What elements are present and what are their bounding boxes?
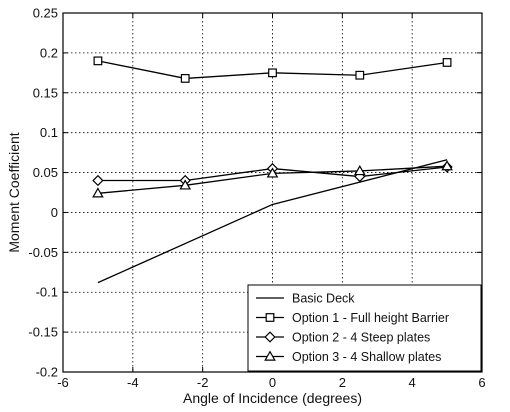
y-tick-label: 0.2 bbox=[40, 45, 58, 60]
y-tick-label: -0.2 bbox=[36, 365, 58, 380]
legend-label: Option 3 - 4 Shallow plates bbox=[292, 350, 441, 364]
data-point bbox=[179, 179, 192, 190]
y-tick-label: -0.15 bbox=[28, 325, 58, 340]
series-1 bbox=[97, 159, 448, 284]
legend-item: Basic Deck bbox=[256, 292, 355, 306]
x-tick-label: -6 bbox=[57, 375, 69, 390]
data-point bbox=[92, 187, 104, 198]
data-point bbox=[442, 58, 452, 67]
legend-item: Option 1 - Full height Barrier bbox=[256, 311, 449, 325]
data-point bbox=[441, 160, 453, 171]
legend-label: Basic Deck bbox=[292, 292, 355, 306]
y-tick-label: -0.05 bbox=[28, 245, 58, 260]
series-group bbox=[92, 56, 453, 284]
data-point bbox=[355, 70, 365, 80]
y-tick-label: 0 bbox=[51, 205, 58, 220]
legend-box bbox=[247, 284, 482, 372]
legend: Basic Deck Option 1 - Full height Barrier… bbox=[247, 284, 482, 372]
legend-marker bbox=[264, 350, 276, 361]
data-point bbox=[92, 174, 104, 187]
data-point bbox=[266, 167, 279, 178]
data-point bbox=[93, 56, 103, 66]
x-tick-label: 2 bbox=[339, 375, 346, 390]
x-tick-label: 0 bbox=[269, 375, 276, 390]
x-tick-label: -2 bbox=[197, 375, 209, 390]
data-point bbox=[353, 164, 366, 176]
series-2 bbox=[93, 56, 452, 83]
series-line bbox=[97, 159, 448, 284]
legend-label: Option 2 - 4 Steep plates bbox=[292, 331, 430, 345]
legend-item: Option 2 - 4 Steep plates bbox=[256, 331, 430, 345]
data-point bbox=[180, 74, 190, 83]
legend-label: Option 1 - Full height Barrier bbox=[292, 311, 449, 325]
series-4 bbox=[92, 160, 453, 198]
data-point bbox=[268, 68, 277, 78]
legend-item: Option 3 - 4 Shallow plates bbox=[256, 350, 441, 364]
y-tick-label: 0.1 bbox=[40, 125, 58, 140]
legend-marker bbox=[264, 331, 276, 343]
plot-frame bbox=[62, 12, 483, 373]
y-tick-label: 0.05 bbox=[33, 165, 58, 180]
y-tick-label: 0.15 bbox=[33, 85, 58, 100]
y-tick-label: -0.1 bbox=[36, 285, 58, 300]
legend-marker bbox=[265, 313, 275, 322]
x-tick-label: 6 bbox=[478, 375, 485, 390]
x-tick-label: 4 bbox=[409, 375, 416, 390]
x-tick-label: -4 bbox=[127, 375, 139, 390]
x-axis-label: Angle of Incidence (degrees) bbox=[183, 390, 362, 406]
y-tick-label: 0.25 bbox=[33, 6, 58, 21]
y-axis-label: Moment Coefficient bbox=[6, 132, 22, 252]
